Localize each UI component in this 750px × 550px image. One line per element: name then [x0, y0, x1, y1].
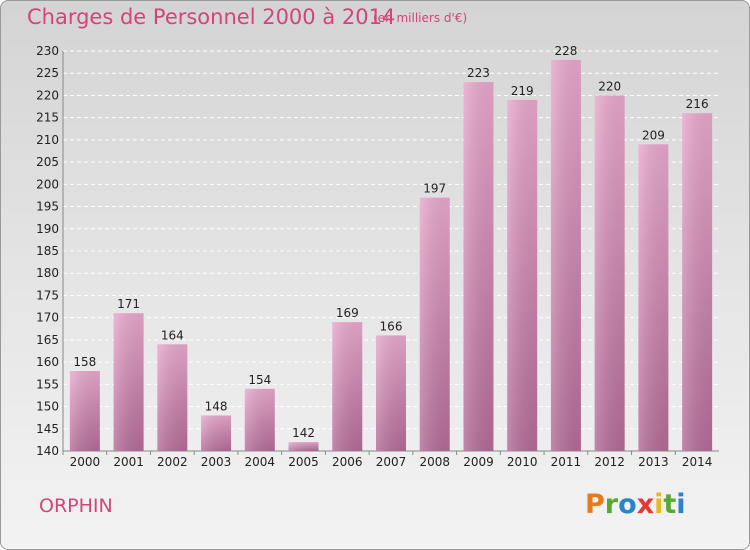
- x-tick-label: 2003: [201, 455, 232, 469]
- y-tick-label: 205: [36, 155, 59, 169]
- y-tick-label: 150: [36, 400, 59, 414]
- y-tick-label: 140: [36, 444, 59, 458]
- x-tick-label: 2001: [113, 455, 144, 469]
- proxiti-logo: Proxiti: [585, 489, 686, 520]
- value-label: 209: [642, 128, 665, 142]
- bar-shade: [157, 344, 188, 451]
- logo-letter: r: [604, 489, 619, 520]
- y-tick-label: 180: [36, 266, 59, 280]
- value-label: 197: [423, 182, 446, 196]
- value-label: 169: [336, 306, 359, 320]
- bar-shade: [550, 59, 581, 452]
- y-tick-label: 210: [36, 133, 59, 147]
- x-tick-label: 2010: [507, 455, 538, 469]
- x-tick-label: 2006: [332, 455, 363, 469]
- value-label: 164: [161, 328, 184, 342]
- value-label: 142: [292, 426, 315, 440]
- y-tick-label: 195: [36, 200, 59, 214]
- y-tick-label: 225: [36, 66, 59, 80]
- logo-letter: P: [585, 489, 605, 520]
- x-tick-label: 2012: [594, 455, 625, 469]
- bar-shade: [682, 113, 713, 451]
- value-label: 154: [248, 373, 271, 387]
- y-tick-label: 165: [36, 333, 59, 347]
- value-label: 223: [467, 66, 490, 80]
- bar-shade: [244, 388, 275, 451]
- x-tick-label: 2009: [463, 455, 494, 469]
- y-tick-label: 145: [36, 422, 59, 436]
- y-tick-label: 215: [36, 111, 59, 125]
- value-label: 220: [598, 79, 621, 93]
- bar-shade: [201, 415, 232, 451]
- value-label: 228: [554, 44, 577, 58]
- commune-name: ORPHIN: [39, 495, 113, 517]
- y-tick-label: 170: [36, 311, 59, 325]
- value-label: 148: [205, 399, 228, 413]
- y-tick-label: 160: [36, 355, 59, 369]
- x-tick-label: 2014: [682, 455, 713, 469]
- bar-shade: [113, 313, 144, 451]
- y-tick-label: 185: [36, 244, 59, 258]
- x-tick-label: 2002: [157, 455, 188, 469]
- bar-shade: [463, 82, 494, 451]
- logo-letter: i: [676, 489, 686, 520]
- bar-shade: [332, 322, 363, 451]
- y-tick-label: 155: [36, 377, 59, 391]
- value-label: 219: [511, 84, 534, 98]
- value-label: 158: [73, 355, 96, 369]
- value-label: 216: [686, 97, 709, 111]
- x-tick-label: 2008: [419, 455, 450, 469]
- logo-letter: x: [636, 489, 655, 520]
- bar-shade: [69, 371, 100, 451]
- x-tick-label: 2007: [376, 455, 407, 469]
- value-label: 166: [380, 319, 403, 333]
- y-tick-label: 200: [36, 177, 59, 191]
- bar-shade: [419, 197, 450, 451]
- bar-shade: [376, 335, 406, 451]
- logo-letter: o: [618, 489, 637, 520]
- bar-shade: [288, 442, 319, 451]
- logo-letter: t: [663, 489, 677, 520]
- x-tick-label: 2013: [638, 455, 669, 469]
- x-tick-label: 2004: [245, 455, 276, 469]
- chart-title: Charges de Personnel 2000 à 2014: [27, 5, 396, 29]
- y-tick-label: 230: [36, 44, 59, 58]
- bar-shade: [638, 144, 669, 452]
- bar-shade: [507, 99, 538, 451]
- bar-shade: [594, 95, 625, 451]
- x-tick-label: 2011: [551, 455, 582, 469]
- x-tick-label: 2005: [288, 455, 319, 469]
- y-tick-label: 220: [36, 88, 59, 102]
- value-label: 171: [117, 297, 140, 311]
- y-tick-label: 175: [36, 288, 59, 302]
- logo-letter: i: [654, 489, 664, 520]
- x-tick-label: 2000: [70, 455, 101, 469]
- chart-subtitle: (en milliers d'€): [373, 11, 468, 25]
- y-tick-label: 190: [36, 222, 59, 236]
